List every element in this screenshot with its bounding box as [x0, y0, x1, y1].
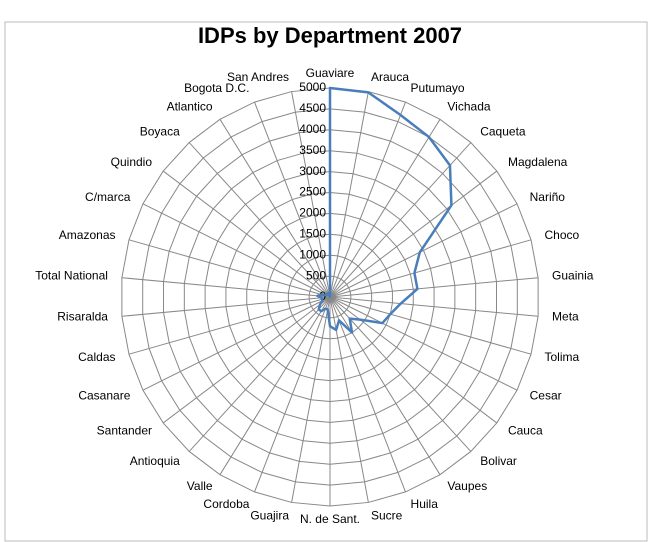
category-label: Guajira: [250, 508, 289, 522]
category-label: Antioquia: [130, 454, 180, 468]
category-label: Cordoba: [203, 497, 249, 511]
category-label: Total National: [35, 269, 108, 283]
spoke: [329, 239, 532, 298]
y-tick-label: 3000: [299, 164, 326, 178]
y-tick-label: 2500: [299, 185, 326, 199]
spoke: [188, 142, 331, 298]
category-label: Huila: [411, 497, 439, 511]
category-label: Sucre: [371, 508, 403, 522]
y-tick-label: 4000: [299, 122, 326, 136]
spoke: [121, 296, 331, 317]
spoke: [329, 296, 498, 424]
category-label: Tolima: [544, 350, 579, 364]
category-label: Arauca: [371, 70, 409, 84]
category-label: Cesar: [530, 389, 562, 403]
spoke: [329, 296, 406, 493]
spoke: [329, 296, 539, 317]
y-tick-label: 1500: [299, 226, 326, 240]
category-label: Putumayo: [411, 81, 465, 95]
y-tick-label: 2000: [299, 206, 326, 220]
spoke: [128, 296, 331, 355]
category-label: C/marca: [85, 190, 131, 204]
spoke: [219, 296, 331, 475]
spoke: [291, 296, 331, 503]
category-label: Boyaca: [140, 124, 180, 138]
y-tick-label: 500: [306, 268, 326, 282]
category-label: Vaupes: [447, 479, 487, 493]
spoke: [329, 296, 518, 391]
spoke: [329, 203, 518, 298]
category-label: Atlantico: [167, 100, 213, 114]
category-label: Amazonas: [59, 228, 116, 242]
spoke: [162, 170, 331, 298]
series-line: [316, 86, 453, 334]
category-label: Magdalena: [508, 155, 568, 169]
category-label: Valle: [187, 479, 213, 493]
spoke: [329, 142, 472, 298]
spoke: [329, 101, 406, 298]
chart-frame: [4, 21, 648, 542]
category-label: N. de Sant.: [300, 512, 360, 526]
spoke: [162, 296, 331, 424]
y-tick-label: 0: [319, 289, 326, 303]
chart-title: IDPs by Department 2007: [198, 23, 462, 48]
y-tick-label: 5000: [299, 80, 326, 94]
category-label: Guaviare: [306, 66, 355, 80]
spoke: [329, 296, 532, 355]
y-tick-label: 4500: [299, 101, 326, 115]
spoke: [128, 239, 331, 298]
spoke: [329, 170, 498, 298]
spoke: [329, 277, 539, 298]
spoke: [329, 91, 369, 298]
spoke: [291, 91, 331, 298]
category-label: Bogota D.C.: [184, 81, 249, 95]
category-label: Choco: [544, 228, 579, 242]
category-label: Caqueta: [480, 124, 526, 138]
category-label: Quindio: [111, 155, 153, 169]
spoke: [121, 277, 331, 298]
category-label: Meta: [552, 310, 579, 324]
category-label: San Andres: [227, 70, 289, 84]
spoke: [329, 119, 441, 298]
spoke: [254, 101, 331, 298]
y-tick-label: 3500: [299, 143, 326, 157]
spoke: [142, 203, 331, 298]
category-label: Santander: [97, 424, 152, 438]
category-label: Cauca: [508, 424, 543, 438]
spoke: [254, 296, 331, 493]
y-tick-label: 1000: [299, 247, 326, 261]
category-label: Caldas: [78, 350, 115, 364]
category-label: Casanare: [78, 389, 130, 403]
spoke: [142, 296, 331, 391]
spoke: [329, 296, 369, 503]
category-label: Vichada: [447, 100, 490, 114]
spoke: [219, 119, 331, 298]
spoke: [329, 296, 441, 475]
category-label: Nariño: [530, 190, 566, 204]
category-label: Guainia: [552, 269, 594, 283]
spoke: [329, 296, 472, 452]
category-label: Bolivar: [480, 454, 517, 468]
spoke: [188, 296, 331, 452]
category-label: Risaralda: [57, 310, 108, 324]
